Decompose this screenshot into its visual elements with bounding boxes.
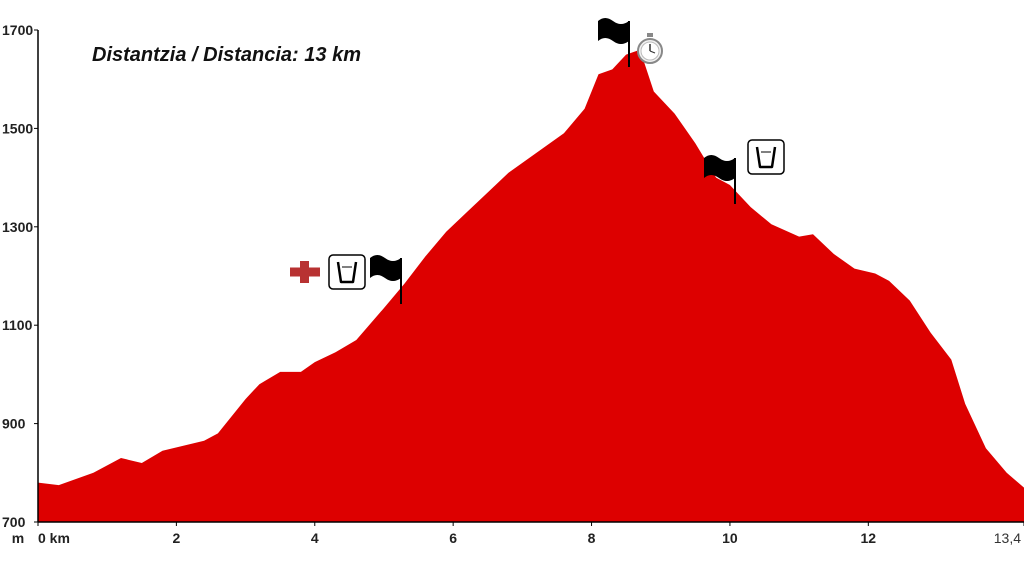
- axis-layer: [37, 30, 1024, 523]
- area-layer: [38, 49, 1024, 522]
- flag-icon: [598, 18, 630, 67]
- y-tick-label: 1300: [2, 219, 33, 235]
- x-tick-label: 12: [861, 530, 877, 546]
- flag-icon: [704, 155, 736, 204]
- y-tick-label: 700: [2, 514, 26, 530]
- x-tick-label: 13,4: [994, 530, 1021, 546]
- y-tick-label: 1500: [2, 120, 33, 136]
- stopwatch-icon: [637, 33, 663, 64]
- cup-icon: [747, 139, 785, 175]
- x-tick-label: 4: [311, 530, 319, 546]
- x-tick-label: 2: [172, 530, 180, 546]
- x-tick-label: 10: [722, 530, 738, 546]
- elevation-area: [38, 49, 1024, 522]
- x-tick-label: 6: [449, 530, 457, 546]
- y-tick-label: 1100: [2, 317, 33, 333]
- x-tick-label: 8: [588, 530, 596, 546]
- cup-icon: [328, 254, 366, 290]
- y-tick-label: 900: [2, 416, 26, 432]
- x-tick-layer: m 0 km 2 4 6 8 10 12 13,4: [12, 522, 1024, 546]
- first-aid-cross-icon: [290, 261, 320, 283]
- chart-title: Distantzia / Distancia: 13 km: [92, 44, 361, 66]
- flag-icon: [370, 255, 402, 304]
- y-tick-label: 1700: [2, 22, 33, 38]
- y-unit-label: m: [12, 530, 24, 546]
- y-tick-layer: 700 900 1100 1300 1500 1700: [2, 22, 38, 530]
- x-tick-label: 0 km: [38, 530, 70, 546]
